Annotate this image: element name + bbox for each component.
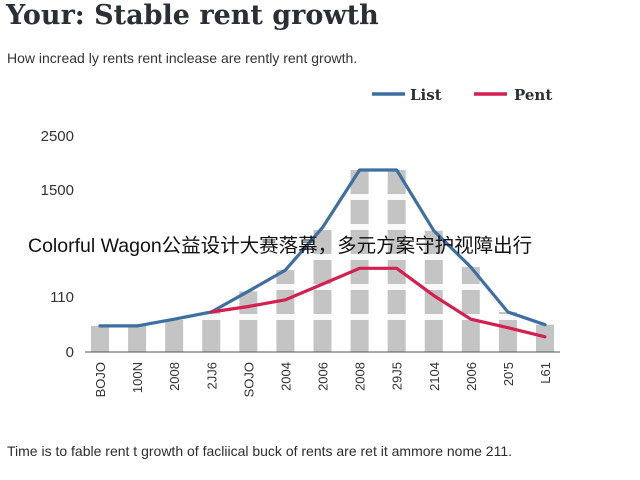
lines-group — [98, 168, 547, 339]
bar — [276, 270, 295, 352]
x-tick-label: 2104 — [427, 362, 442, 391]
bar-band — [88, 254, 557, 260]
bar-band — [88, 194, 557, 200]
legend-list-label: List — [410, 86, 442, 104]
bar — [350, 170, 369, 352]
bar — [387, 170, 406, 352]
legend-pent-label: Pent — [514, 86, 552, 104]
bar-band — [88, 284, 557, 290]
bars-group — [88, 170, 557, 352]
x-tick-label: 2008 — [353, 362, 368, 391]
bar — [128, 325, 147, 352]
x-tick-label: 2JJ6 — [204, 362, 219, 389]
x-tick-label: L61 — [538, 362, 553, 384]
overlay-caption: Colorful Wagon公益设计大赛落幕，多元方案守护视障出行 — [28, 235, 533, 257]
y-tick-label: 110 — [50, 289, 74, 306]
bar — [239, 291, 258, 352]
y-tick-label: 0 — [66, 344, 74, 361]
x-tick-label: 20'5 — [501, 362, 516, 386]
bar — [165, 319, 184, 352]
series-line-list — [98, 168, 547, 328]
y-tick-label: 1500 — [41, 182, 74, 199]
x-tick-label: BOJO — [93, 362, 108, 397]
x-tick-label: 2004 — [278, 362, 293, 391]
x-tick-label: 100N — [130, 362, 145, 393]
x-tick-label: 2008 — [167, 362, 182, 391]
chart-subtitle: How incread ly rents rent inclease are r… — [7, 50, 358, 66]
x-tick-label: 2006 — [316, 362, 331, 391]
chart-title: Your: Stable rent growth — [6, 0, 379, 31]
bar — [461, 267, 480, 352]
bar — [202, 311, 221, 352]
bar — [498, 311, 517, 352]
bar — [91, 325, 109, 352]
x-tick-label: SOJO — [241, 362, 256, 397]
series-line-pent — [209, 266, 547, 339]
y-tick-labels: 0 110 1500 2500 — [41, 128, 74, 361]
footnote: Time is to fable rent t growth of faclii… — [7, 443, 512, 459]
x-tick-label: 29J5 — [390, 362, 405, 390]
bar-band — [88, 314, 557, 320]
legend: List Pent — [372, 86, 552, 104]
x-tick-labels: BOJO 100N 2008 2JJ6 SOJO 2004 2006 2008 29J5 2104… — [93, 362, 553, 397]
rent-growth-chart: List Pent 0 110 1500 2500 BOJO 100N 2008 2JJ6 S… — [41, 86, 560, 397]
x-tick-label: 2006 — [464, 362, 479, 391]
y-tick-label: 2500 — [41, 128, 74, 145]
bar — [424, 230, 443, 352]
